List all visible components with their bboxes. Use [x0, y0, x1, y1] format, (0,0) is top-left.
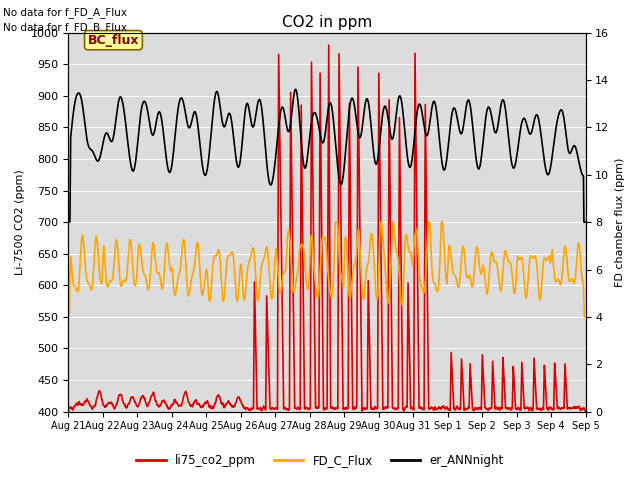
Y-axis label: Li-7500 CO2 (ppm): Li-7500 CO2 (ppm): [15, 169, 25, 275]
Text: BC_flux: BC_flux: [88, 34, 140, 47]
Legend: li75_co2_ppm, FD_C_Flux, er_ANNnight: li75_co2_ppm, FD_C_Flux, er_ANNnight: [131, 449, 509, 472]
Title: CO2 in ppm: CO2 in ppm: [282, 15, 372, 30]
Text: No data for f_FD_A_Flux: No data for f_FD_A_Flux: [3, 7, 127, 18]
Y-axis label: FD chamber flux (ppm): FD chamber flux (ppm): [615, 157, 625, 287]
Text: No data for f_FD_B_Flux: No data for f_FD_B_Flux: [3, 22, 127, 33]
